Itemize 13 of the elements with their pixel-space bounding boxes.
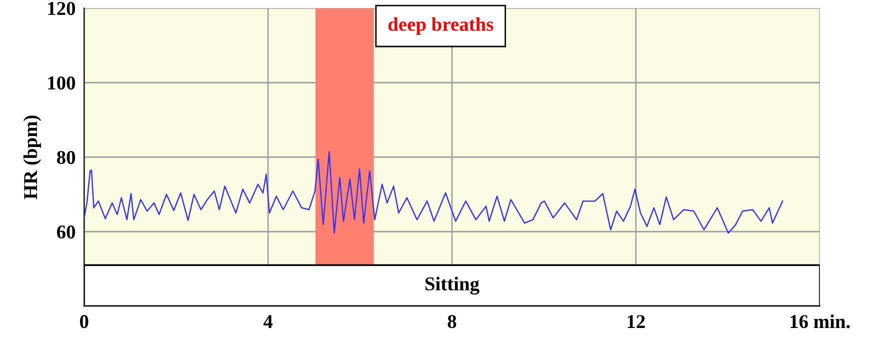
band-label: Sitting <box>425 276 480 295</box>
y-tick-label: 80 <box>57 150 76 164</box>
band-label: deep breaths <box>388 17 494 35</box>
y-tick-label: 120 <box>48 2 76 16</box>
y-tick-label: 100 <box>48 76 76 90</box>
x-tick-label: 4 <box>263 315 273 328</box>
y-axis-title: HR (bpm) <box>23 116 42 200</box>
line-series <box>84 150 784 234</box>
y-tick-label: 60 <box>57 225 76 239</box>
x-tick-label: 16 min. <box>790 314 850 328</box>
x-tick-label: 8 <box>448 315 456 328</box>
x-tick-label: 0 <box>80 315 88 328</box>
x-tick-label: 12 <box>628 315 645 328</box>
